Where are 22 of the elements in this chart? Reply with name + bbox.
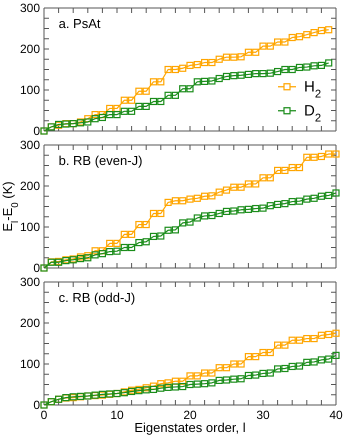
- x-tick-label: 30: [256, 408, 270, 422]
- text: c. RB (odd-J): [58, 290, 136, 305]
- legend-label: D$_{2}$: [304, 102, 322, 125]
- y-tick-label: 300: [20, 138, 40, 152]
- x-tick-label: 10: [110, 408, 124, 422]
- x-tick-label: 20: [183, 408, 197, 422]
- x-axis-title: Eigenstates order, l: [134, 420, 246, 435]
- text: b. RB (even-J): [58, 153, 142, 168]
- text: a. PsAt: [58, 16, 101, 31]
- y-tick-label: 200: [20, 316, 40, 330]
- y-tick-label: 200: [20, 178, 40, 193]
- y-tick-label: 300: [20, 0, 40, 15]
- y-tick-label: 0: [33, 124, 40, 138]
- y-tick-label: 200: [20, 42, 40, 56]
- y-tick-label: 100: [20, 356, 40, 371]
- x-tick-label: 40: [329, 408, 343, 422]
- legend-label: H$_{2}$: [304, 78, 322, 101]
- y-tick-label: 100: [20, 220, 40, 234]
- y-tick-label: 300: [20, 274, 40, 289]
- y-tick-label: 0: [33, 398, 40, 412]
- y-tick-label: 0: [33, 260, 40, 275]
- y-tick-label: 100: [20, 82, 40, 97]
